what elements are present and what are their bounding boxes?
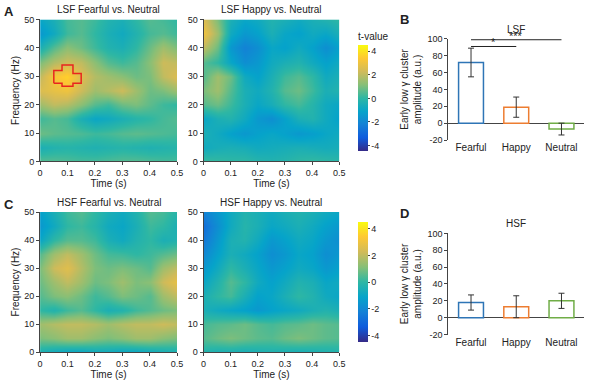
svg-text:10: 10 xyxy=(188,319,198,329)
svg-text:LSF: LSF xyxy=(507,24,525,35)
svg-text:HSF Fearful vs. Neutral: HSF Fearful vs. Neutral xyxy=(57,197,161,208)
svg-text:40: 40 xyxy=(188,235,198,245)
svg-text:0: 0 xyxy=(38,168,43,178)
svg-text:30: 30 xyxy=(188,263,198,273)
svg-text:0.3: 0.3 xyxy=(116,168,129,178)
svg-text:0: 0 xyxy=(201,168,206,178)
svg-text:Time (s): Time (s) xyxy=(90,178,126,189)
svg-text:40: 40 xyxy=(433,85,443,95)
svg-text:0.2: 0.2 xyxy=(89,168,102,178)
svg-text:LSF Happy vs. Neutral: LSF Happy vs. Neutral xyxy=(221,4,322,15)
svg-text:0: 0 xyxy=(371,277,376,287)
svg-text:0.5: 0.5 xyxy=(333,359,346,369)
svg-text:100: 100 xyxy=(428,34,443,44)
svg-text:20: 20 xyxy=(188,291,198,301)
svg-text:Early low γ clusteramplitude (: Early low γ clusteramplitude (a.u.) xyxy=(399,49,423,130)
svg-text:0.4: 0.4 xyxy=(306,359,319,369)
svg-text:D: D xyxy=(400,206,409,221)
svg-text:0.5: 0.5 xyxy=(333,168,346,178)
svg-text:HSF: HSF xyxy=(506,218,526,229)
svg-text:40: 40 xyxy=(188,43,198,53)
svg-text:30: 30 xyxy=(24,263,34,273)
svg-text:20: 20 xyxy=(24,100,34,110)
svg-text:HSF Happy vs. Neutral: HSF Happy vs. Neutral xyxy=(220,197,322,208)
svg-text:***: *** xyxy=(509,30,523,42)
svg-text:50: 50 xyxy=(188,15,198,25)
svg-text:0.1: 0.1 xyxy=(61,168,74,178)
svg-text:0.3: 0.3 xyxy=(279,359,292,369)
svg-text:40: 40 xyxy=(433,279,443,289)
svg-text:0.4: 0.4 xyxy=(143,168,156,178)
svg-text:0: 0 xyxy=(29,347,34,357)
svg-text:0.5: 0.5 xyxy=(171,168,184,178)
svg-text:A: A xyxy=(4,4,14,19)
svg-text:50: 50 xyxy=(24,207,34,217)
svg-text:Happy: Happy xyxy=(502,337,531,348)
svg-text:Time (s): Time (s) xyxy=(90,369,126,380)
svg-text:LSF Fearful vs. Neutral: LSF Fearful vs. Neutral xyxy=(57,4,160,15)
svg-text:0.2: 0.2 xyxy=(252,168,265,178)
svg-text:2: 2 xyxy=(371,70,376,80)
svg-text:-4: -4 xyxy=(371,141,379,151)
svg-text:0: 0 xyxy=(438,313,443,323)
svg-text:Fearful: Fearful xyxy=(455,142,486,153)
svg-text:0.4: 0.4 xyxy=(143,359,156,369)
svg-text:0.5: 0.5 xyxy=(171,359,184,369)
svg-text:10: 10 xyxy=(24,319,34,329)
svg-text:0.3: 0.3 xyxy=(279,168,292,178)
svg-text:0: 0 xyxy=(371,94,376,104)
svg-text:30: 30 xyxy=(24,71,34,81)
svg-text:50: 50 xyxy=(188,207,198,217)
svg-text:100: 100 xyxy=(428,229,443,239)
svg-text:Time (s): Time (s) xyxy=(253,178,289,189)
svg-text:0.1: 0.1 xyxy=(61,359,74,369)
svg-text:0.1: 0.1 xyxy=(224,168,237,178)
svg-text:0.1: 0.1 xyxy=(224,359,237,369)
svg-text:0: 0 xyxy=(201,359,206,369)
svg-text:0: 0 xyxy=(193,347,198,357)
svg-text:40: 40 xyxy=(24,43,34,53)
svg-text:Frequency (Hz): Frequency (Hz) xyxy=(10,56,21,125)
svg-text:Happy: Happy xyxy=(502,142,531,153)
svg-text:-20: -20 xyxy=(430,330,443,340)
svg-text:B: B xyxy=(400,12,409,27)
svg-text:-20: -20 xyxy=(430,135,443,145)
svg-text:80: 80 xyxy=(433,245,443,255)
svg-text:Early low γ clusteramplitude (: Early low γ clusteramplitude (a.u.) xyxy=(399,243,423,324)
svg-text:4: 4 xyxy=(371,224,376,234)
svg-text:2: 2 xyxy=(371,251,376,261)
svg-text:0: 0 xyxy=(193,157,198,167)
svg-text:Neutral: Neutral xyxy=(545,337,577,348)
svg-text:Fearful: Fearful xyxy=(455,337,486,348)
svg-text:0.2: 0.2 xyxy=(252,359,265,369)
svg-text:0: 0 xyxy=(438,118,443,128)
svg-text:0.3: 0.3 xyxy=(116,359,129,369)
svg-text:50: 50 xyxy=(24,15,34,25)
svg-text:20: 20 xyxy=(433,296,443,306)
svg-text:0.4: 0.4 xyxy=(306,168,319,178)
svg-text:80: 80 xyxy=(433,51,443,61)
svg-text:0: 0 xyxy=(29,157,34,167)
svg-text:10: 10 xyxy=(24,128,34,138)
svg-text:C: C xyxy=(4,197,14,212)
svg-text:-4: -4 xyxy=(371,331,379,341)
svg-text:10: 10 xyxy=(188,128,198,138)
svg-text:20: 20 xyxy=(188,100,198,110)
svg-text:Neutral: Neutral xyxy=(545,142,577,153)
svg-text:t-value: t-value xyxy=(358,31,388,42)
svg-text:-2: -2 xyxy=(371,117,379,127)
svg-text:20: 20 xyxy=(24,291,34,301)
svg-text:Time (s): Time (s) xyxy=(253,369,289,380)
svg-text:4: 4 xyxy=(371,46,376,56)
svg-text:30: 30 xyxy=(188,71,198,81)
svg-text:40: 40 xyxy=(24,235,34,245)
svg-text:60: 60 xyxy=(433,262,443,272)
svg-text:60: 60 xyxy=(433,68,443,78)
svg-text:*: * xyxy=(491,36,496,48)
svg-text:0.2: 0.2 xyxy=(89,359,102,369)
svg-text:0: 0 xyxy=(38,359,43,369)
svg-text:Frequency (Hz): Frequency (Hz) xyxy=(10,248,21,317)
svg-text:-2: -2 xyxy=(371,304,379,314)
svg-text:20: 20 xyxy=(433,101,443,111)
